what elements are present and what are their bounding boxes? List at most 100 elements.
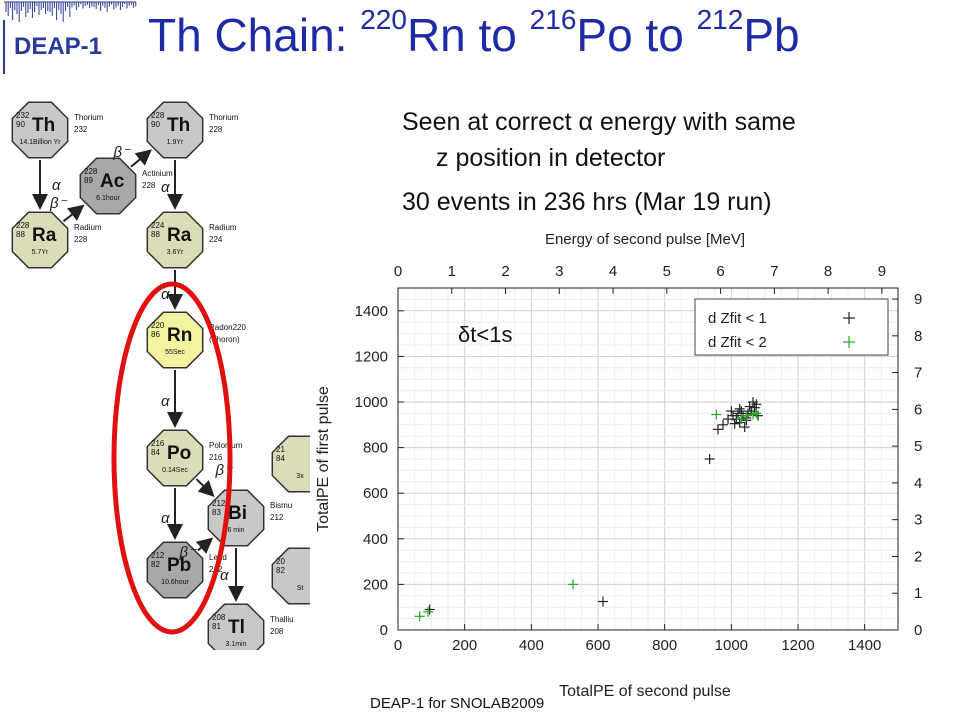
nuclide-number: 208 bbox=[270, 627, 284, 636]
nuclide-halflife: 3.1min bbox=[225, 641, 246, 648]
point-zfit1 bbox=[729, 418, 740, 429]
point-zfit1 bbox=[424, 604, 435, 615]
alpha-label: α bbox=[161, 393, 170, 410]
top-tick-label: 8 bbox=[824, 263, 832, 280]
nuclide-octagon bbox=[79, 157, 137, 215]
plot-frame bbox=[397, 287, 899, 631]
right-tick-label: 5 bbox=[914, 438, 922, 455]
nuclide-number: 232 bbox=[74, 125, 88, 134]
nuclide-octagon bbox=[146, 101, 204, 159]
logo-text: DEAP-1 bbox=[14, 33, 102, 60]
nuclide-z: 84 bbox=[276, 454, 285, 463]
point-zfit2 bbox=[568, 579, 578, 590]
point-zfit2 bbox=[751, 408, 762, 419]
right-tick-label: 9 bbox=[914, 291, 922, 308]
axis-ticks: 0 200 400 600 800 1000 1200 1400020040060080010… bbox=[355, 263, 923, 654]
beta-label: β⁻ bbox=[113, 144, 132, 161]
bullet-line-2: 30 events in 236 hrs (Mar 19 run) bbox=[402, 188, 772, 216]
nuclide-octagon bbox=[146, 429, 204, 487]
nuclide-octagon bbox=[146, 311, 204, 369]
nuclide-z: 90 bbox=[151, 120, 160, 129]
nuclide-number: (Thoron) bbox=[209, 335, 240, 344]
x-tick-label: 0 bbox=[394, 637, 402, 654]
nuclide-halflife: 0.14Sec bbox=[162, 467, 188, 474]
alpha-label: α bbox=[161, 510, 170, 527]
slide-title: Th Chain: 220Rn to 216Po to 212Pb bbox=[148, 4, 800, 61]
nuclide-name: Radium bbox=[74, 223, 102, 232]
decay-arrow bbox=[195, 478, 215, 497]
nuclide-z: 83 bbox=[212, 508, 221, 517]
nuclide-number: 212 bbox=[270, 513, 284, 522]
nuclide-mass: 21 bbox=[276, 445, 285, 454]
y-tick-label: 0 bbox=[380, 622, 388, 639]
right-tick-label: 3 bbox=[914, 512, 922, 529]
nuclide-mass: 216 bbox=[151, 439, 165, 448]
nuclide-name: Radium bbox=[209, 223, 237, 232]
logo-graphic: DEAP-1 bbox=[3, 1, 137, 74]
right-tick-label: 7 bbox=[914, 365, 922, 382]
x-tick-label: 1400 bbox=[848, 637, 881, 654]
nuclide-z: 86 bbox=[151, 330, 160, 339]
nuclide-octagon bbox=[146, 541, 204, 599]
top-axis-label: Energy of second pulse [MeV] bbox=[545, 231, 745, 248]
nuclide-mass: 228 bbox=[16, 221, 30, 230]
nuclide-name: Polonium bbox=[209, 441, 243, 450]
nuclide-octagon bbox=[11, 211, 69, 269]
nuclide-octagon bbox=[271, 547, 310, 605]
y-tick-label: 200 bbox=[363, 576, 388, 593]
x-axis-label: TotalPE of second pulse bbox=[559, 683, 731, 700]
right-tick-label: 0 bbox=[914, 622, 922, 639]
nuclide-z: 90 bbox=[16, 120, 25, 129]
y-tick-label: 1000 bbox=[355, 394, 388, 411]
footer-text: DEAP-1 for SNOLAB2009 bbox=[370, 695, 545, 712]
nuclide-halflife: 10.6hour bbox=[161, 579, 189, 586]
nuclide-name: Thalliu bbox=[270, 615, 294, 624]
alpha-label: α bbox=[161, 179, 170, 196]
top-tick-label: 1 bbox=[448, 263, 456, 280]
nuclide-mass: 228 bbox=[84, 167, 98, 176]
x-tick-label: 800 bbox=[652, 637, 677, 654]
bullet-line-1: Seen at correct α energy with same bbox=[402, 108, 796, 136]
x-tick-label: 200 bbox=[452, 637, 477, 654]
top-tick-label: 7 bbox=[770, 263, 778, 280]
beta-label: β⁻ bbox=[49, 195, 68, 212]
nuclide-z: 82 bbox=[276, 566, 285, 575]
top-tick-label: 0 bbox=[394, 263, 402, 280]
nuclide-halflife: 55Sec bbox=[165, 349, 185, 356]
y-tick-label: 800 bbox=[363, 440, 388, 457]
nuclide-z: 89 bbox=[84, 176, 93, 185]
top-tick-label: 4 bbox=[609, 263, 617, 280]
deap-logo: DEAP-1 bbox=[0, 0, 140, 80]
x-tick-label: 400 bbox=[519, 637, 544, 654]
point-zfit1 bbox=[713, 424, 723, 435]
y-tick-label: 1400 bbox=[355, 303, 388, 320]
alpha-label: α bbox=[161, 286, 170, 303]
nuclide-octagon bbox=[207, 603, 265, 650]
nuclide-symbol: Ra bbox=[167, 225, 192, 246]
point-zfit2 bbox=[741, 410, 752, 421]
nuclide-number: 228 bbox=[209, 125, 223, 134]
beta-label: β⁻ bbox=[179, 544, 198, 561]
alpha-label: α bbox=[52, 177, 61, 194]
chart-grid bbox=[397, 287, 899, 631]
top-tick-label: 6 bbox=[716, 263, 724, 280]
nuclide-mass: 228 bbox=[151, 111, 165, 120]
logo-waveform bbox=[4, 1, 137, 22]
y-tick-label: 400 bbox=[363, 531, 388, 548]
right-tick-label: 2 bbox=[914, 548, 922, 565]
highlight-ellipse bbox=[111, 281, 233, 635]
point-zfit2 bbox=[414, 611, 425, 622]
right-tick-label: 8 bbox=[914, 328, 922, 345]
nuclide-symbol: Po bbox=[167, 443, 191, 464]
alpha-label: α bbox=[220, 567, 229, 584]
point-zfit1 bbox=[726, 406, 737, 417]
